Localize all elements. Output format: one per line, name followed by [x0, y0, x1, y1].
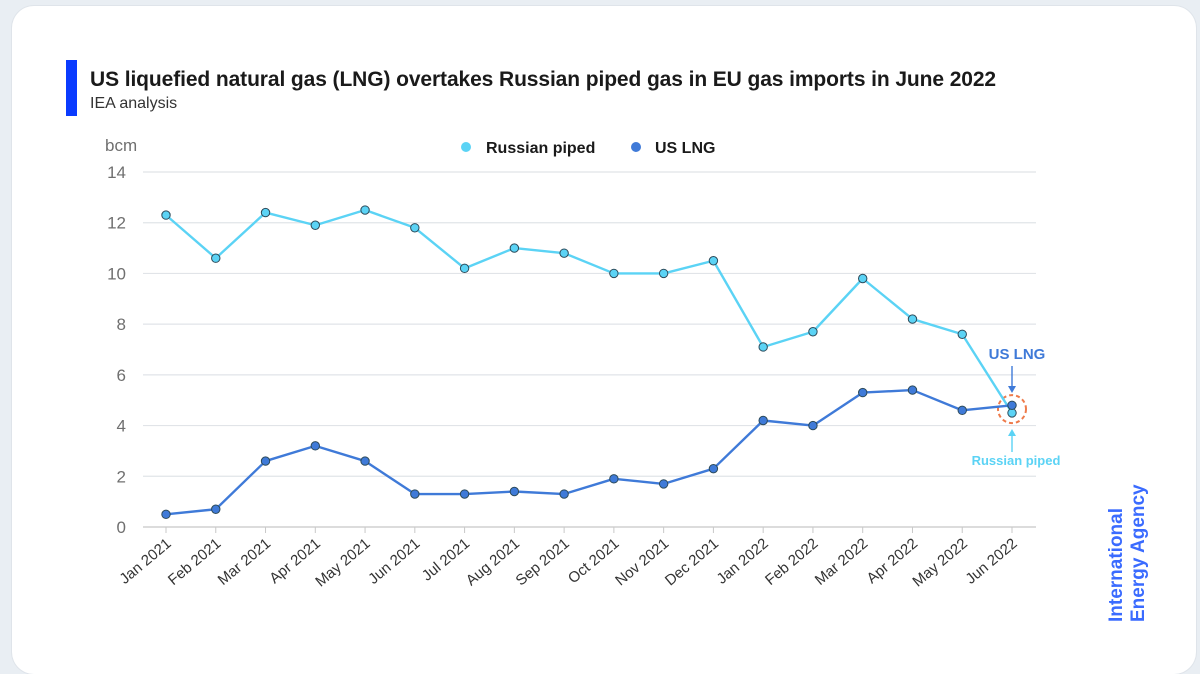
- data-point: [360, 205, 370, 215]
- data-point: [410, 489, 420, 499]
- data-point: [858, 273, 868, 284]
- y-tick-label: 0: [117, 518, 126, 537]
- data-point: [459, 489, 470, 499]
- data-point: [907, 385, 918, 395]
- data-point: [957, 405, 967, 416]
- data-point: [459, 263, 470, 274]
- data-point: [609, 268, 619, 279]
- legend-marker: [631, 142, 641, 152]
- series-line-us-lng: [165, 388, 1013, 516]
- y-tick-label: 14: [107, 163, 126, 182]
- y-tick-label: 4: [117, 417, 126, 436]
- y-tick-label: 6: [117, 366, 126, 385]
- data-point: [559, 248, 569, 258]
- data-point: [161, 509, 171, 520]
- annotation-arrowhead-russian-piped: [1008, 429, 1016, 436]
- data-point: [559, 489, 569, 499]
- x-tick-label: Feb 2022: [762, 535, 821, 589]
- data-point: [658, 268, 669, 279]
- data-point: [360, 456, 370, 466]
- data-point: [708, 463, 719, 474]
- x-tick-label: May 2022: [909, 535, 970, 590]
- data-point: [310, 220, 320, 230]
- x-tick-label: Aug 2021: [463, 535, 523, 589]
- data-point: [211, 253, 221, 263]
- series-line-russian-piped: [165, 208, 1014, 414]
- data-point: [211, 504, 221, 514]
- x-tick-label: Mar 2022: [812, 535, 871, 589]
- x-tick-label: Nov 2021: [612, 535, 672, 589]
- x-tick-label: Mar 2021: [215, 535, 274, 589]
- data-point: [509, 243, 520, 253]
- x-tick-label: Jan 2022: [714, 535, 772, 588]
- data-point: [907, 314, 918, 324]
- chart-subtitle: IEA analysis: [90, 95, 178, 112]
- data-point: [1007, 400, 1017, 410]
- chart-card: [12, 6, 1196, 674]
- data-point: [708, 256, 719, 266]
- data-point: [957, 329, 967, 339]
- x-tick-label: Sep 2021: [513, 535, 573, 589]
- logo-line-1: International: [1106, 508, 1127, 622]
- x-tick-label: Dec 2021: [662, 535, 722, 589]
- logo-line-2: Energy Agency: [1128, 484, 1149, 622]
- annotation-us-lng: US LNG: [989, 346, 1046, 363]
- data-point: [509, 486, 520, 497]
- x-tick-label: Jan 2021: [116, 535, 174, 588]
- chart-title: US liquefied natural gas (LNG) overtakes…: [90, 68, 997, 91]
- data-point: [410, 223, 420, 233]
- x-tick-label: Jun 2022: [962, 535, 1020, 588]
- data-point: [310, 441, 320, 451]
- iea-logo: International Energy Agency: [1106, 484, 1149, 622]
- legend-marker: [461, 142, 471, 152]
- title-accent-bar: [66, 60, 77, 116]
- y-tick-label: 10: [107, 264, 126, 283]
- data-point: [758, 342, 768, 352]
- data-point: [808, 420, 818, 431]
- data-point: [658, 479, 669, 489]
- annotation-russian-piped: Russian piped: [972, 453, 1061, 468]
- annotation-arrowhead-us-lng: [1008, 386, 1016, 393]
- y-axis-label: bcm: [105, 136, 137, 155]
- x-tick-label: May 2021: [312, 535, 373, 590]
- data-point: [260, 456, 271, 466]
- y-tick-label: 8: [117, 315, 126, 334]
- legend-label: US LNG: [655, 140, 715, 157]
- x-tick-label: Feb 2021: [165, 535, 224, 589]
- data-point: [161, 210, 171, 220]
- y-tick-label: 12: [107, 214, 126, 233]
- data-point: [858, 387, 868, 398]
- y-tick-label: 2: [117, 467, 126, 486]
- data-point: [808, 327, 818, 337]
- data-point: [758, 415, 768, 426]
- data-point: [260, 207, 271, 218]
- data-point: [609, 474, 619, 484]
- highlight-circle: [997, 394, 1027, 425]
- x-tick-label: Jun 2021: [365, 535, 423, 588]
- legend-label: Russian piped: [486, 140, 595, 157]
